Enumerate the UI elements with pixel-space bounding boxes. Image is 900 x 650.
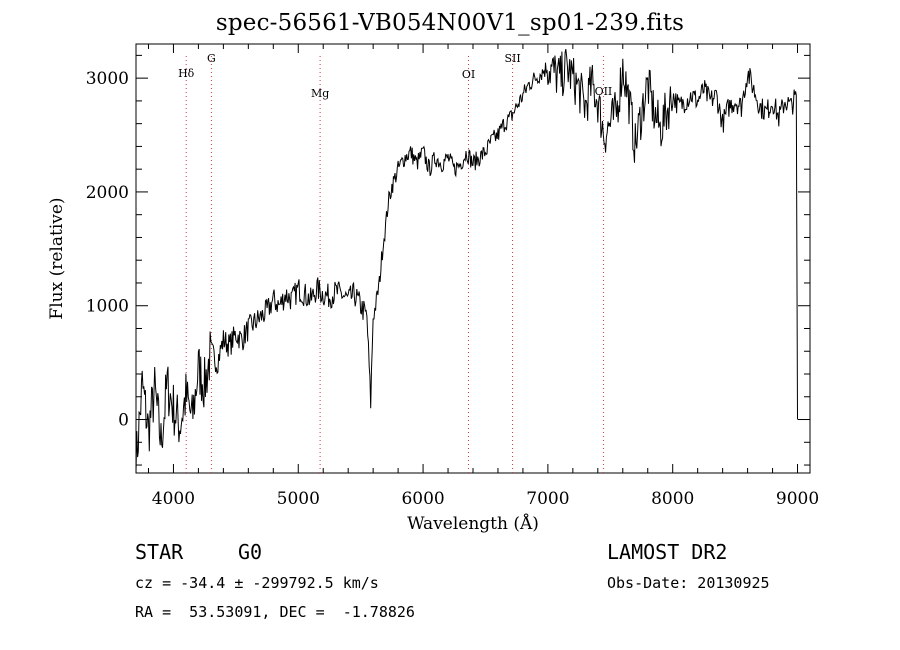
survey-name: LAMOST DR2 (607, 540, 728, 564)
spectral-line-label: OI (462, 68, 475, 81)
ra-dec-coordinates: RA = 53.53091, DEC = -1.78826 (135, 603, 415, 621)
spectral-line-label: SII (504, 52, 520, 65)
object-subclass: G0 (238, 540, 263, 564)
x-tick-label: 6000 (401, 489, 444, 509)
redshift-velocity: cz = -34.4 ± -299792.5 km/s (135, 574, 379, 592)
spectral-line-label: G (207, 52, 216, 65)
x-tick-label: 7000 (526, 489, 569, 509)
object-class: STAR (135, 540, 184, 564)
y-tick-label: 3000 (86, 69, 129, 89)
spectrum-line (135, 49, 798, 474)
y-tick-label: 2000 (86, 183, 129, 203)
x-tick-label: 8000 (651, 489, 694, 509)
chart-title: spec-56561-VB054N00V1_sp01-239.fits (215, 10, 685, 36)
y-axis-label: Flux (relative) (47, 197, 67, 319)
x-tick-label: 9000 (776, 489, 819, 509)
spectral-line-label: OII (595, 85, 613, 98)
observation-date: Obs-Date: 20130925 (607, 574, 770, 592)
plot-frame (135, 43, 811, 474)
x-tick-label: 4000 (152, 489, 195, 509)
x-tick-label: 5000 (277, 489, 320, 509)
x-axis-label: Wavelength (Å) (407, 513, 539, 534)
y-tick-label: 1000 (86, 297, 129, 317)
spectral-line-label: Hδ (178, 67, 195, 80)
spectral-line-label: Mg (311, 87, 329, 100)
y-tick-label: 0 (118, 411, 129, 431)
